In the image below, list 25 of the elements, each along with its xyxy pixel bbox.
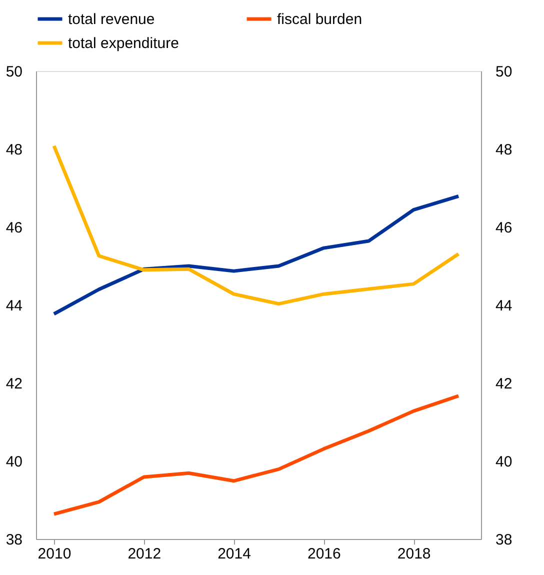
- x-tick-label: 2018: [397, 546, 431, 562]
- y2-tick-label: 48: [496, 142, 512, 158]
- y-tick-label: 46: [6, 220, 22, 236]
- x-tick-label: 2010: [38, 546, 72, 562]
- y-tick-label: 38: [6, 532, 22, 548]
- y2-tick-label: 40: [496, 454, 512, 470]
- legend-label: total revenue: [68, 11, 155, 28]
- y2-tick-label: 44: [496, 298, 512, 314]
- line-series: [52, 144, 460, 306]
- legend-label: total expenditure: [68, 35, 179, 52]
- y2-tick-label: 50: [496, 64, 512, 80]
- y-tick-label: 42: [6, 376, 22, 392]
- y2-tick-label: 46: [496, 220, 512, 236]
- line-series: [52, 394, 460, 516]
- y-tick-label: 44: [6, 298, 22, 314]
- legend-label: fiscal burden: [277, 11, 362, 28]
- y2-tick-label: 42: [496, 376, 512, 392]
- x-tick-label: 2012: [128, 546, 162, 562]
- y-tick-label: 48: [6, 142, 22, 158]
- y-tick-label: 40: [6, 454, 22, 470]
- line-series: [52, 194, 460, 316]
- y2-tick-label: 38: [496, 532, 512, 548]
- x-tick-label: 2014: [218, 546, 251, 562]
- x-tick-label: 2016: [307, 546, 341, 562]
- y-tick-label: 50: [6, 64, 22, 80]
